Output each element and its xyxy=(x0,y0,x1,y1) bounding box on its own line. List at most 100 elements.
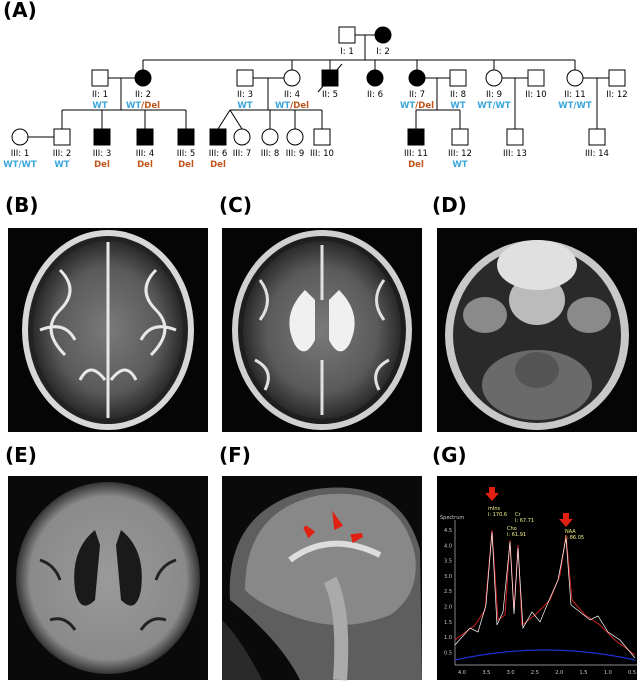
y-label: 3.0 xyxy=(444,574,452,580)
pedigree-label: I: 1 xyxy=(340,47,353,57)
pedigree-female xyxy=(366,69,384,87)
pedigree-male xyxy=(588,128,606,146)
pedigree-label: I: 2 xyxy=(376,47,389,57)
pedigree-female xyxy=(374,26,392,44)
pedigree-label: III: 1 xyxy=(11,149,30,159)
genotype-part: WT xyxy=(275,101,290,111)
spectrum-title: Spectrum xyxy=(440,515,464,521)
pedigree-label: III: 5 xyxy=(177,149,196,159)
genotype: Del xyxy=(408,160,424,170)
x-label: 3.5 xyxy=(482,670,490,676)
peak-name: NAA xyxy=(565,529,576,535)
peak-value: I: 61.91 xyxy=(507,532,526,538)
pedigree-female xyxy=(286,128,304,146)
pedigree-label: II: 7 xyxy=(409,90,425,100)
pedigree-label: II: 11 xyxy=(564,90,585,100)
genotype: WT xyxy=(452,160,467,170)
pedigree-line xyxy=(229,109,243,130)
genotype: WT xyxy=(237,101,252,111)
pedigree-label: II: 6 xyxy=(367,90,383,100)
pedigree-label: II: 4 xyxy=(284,90,300,100)
pedigree-male xyxy=(407,128,425,146)
pedigree-label: III: 4 xyxy=(136,149,155,159)
genotype-part: Del xyxy=(408,160,424,170)
pedigree-label: III: 8 xyxy=(261,149,280,159)
genotype: Del xyxy=(94,160,110,170)
y-label: 0.5 xyxy=(444,650,452,656)
genotype-part: WT xyxy=(400,101,415,111)
pedigree-male xyxy=(93,128,111,146)
pedigree-label: III: 7 xyxy=(233,149,252,159)
genotype: Del xyxy=(178,160,194,170)
pedigree-label: II: 10 xyxy=(525,90,546,100)
genotype-part: WT/WT xyxy=(477,101,511,111)
mri-e xyxy=(8,476,208,680)
pedigree-female xyxy=(485,69,503,87)
pedigree-label: III: 6 xyxy=(209,149,228,159)
pedigree-label: III: 9 xyxy=(286,149,305,159)
pedigree-line xyxy=(217,109,231,130)
pedigree-label: II: 8 xyxy=(450,90,466,100)
pedigree-label: II: 3 xyxy=(237,90,253,100)
peak-value: I: 67.71 xyxy=(515,518,534,524)
genotype: WT/Del xyxy=(275,101,309,111)
y-label: 3.5 xyxy=(444,559,452,565)
pedigree-male xyxy=(177,128,195,146)
genotype-part: WT xyxy=(450,101,465,111)
x-label: 2.5 xyxy=(531,670,539,676)
pedigree-male xyxy=(53,128,71,146)
panel-label: (C) xyxy=(219,193,252,217)
mri-b xyxy=(8,228,208,432)
pedigree-male xyxy=(527,69,545,87)
pedigree-label: III: 3 xyxy=(93,149,112,159)
genotype: WT xyxy=(92,101,107,111)
peak-name: Cho xyxy=(507,526,517,532)
pedigree-female xyxy=(566,69,584,87)
pedigree-male xyxy=(313,128,331,146)
pedigree-label: III: 12 xyxy=(448,149,472,159)
pedigree-label: III: 13 xyxy=(503,149,527,159)
genotype: WT xyxy=(54,160,69,170)
pedigree-label: III: 10 xyxy=(310,149,334,159)
pedigree-label: II: 12 xyxy=(606,90,627,100)
genotype-part: Del xyxy=(137,160,153,170)
pedigree-female xyxy=(408,69,426,87)
panel-label: (E) xyxy=(5,443,37,467)
genotype: Del xyxy=(210,160,226,170)
pedigree-female xyxy=(233,128,251,146)
genotype-part: WT/WT xyxy=(558,101,592,111)
panel-label: (A) xyxy=(3,0,37,22)
genotype-part: Del xyxy=(210,160,226,170)
genotype: WT/WT xyxy=(558,101,592,111)
pedigree-male xyxy=(91,69,109,87)
pedigree-male xyxy=(449,69,467,87)
genotype-part: WT xyxy=(54,160,69,170)
baseline xyxy=(454,649,636,661)
pedigree-label: III: 14 xyxy=(585,149,609,159)
arrow xyxy=(485,487,573,527)
peak-name: mIns xyxy=(488,506,501,512)
x-label: 3.0 xyxy=(507,670,515,676)
pedigree-male xyxy=(608,69,626,87)
genotype: WT/Del xyxy=(400,101,434,111)
pedigree-female xyxy=(11,128,29,146)
panel-label: (F) xyxy=(219,443,251,467)
pedigree-male xyxy=(321,69,339,87)
pedigree-label: II: 5 xyxy=(322,90,338,100)
mri-f xyxy=(222,476,422,681)
x-label: 1.0 xyxy=(604,670,612,676)
pedigree-female xyxy=(134,69,152,87)
pedigree-male xyxy=(451,128,469,146)
genotype-part: Del xyxy=(178,160,194,170)
pedigree-label: III: 11 xyxy=(404,149,428,159)
panel-label: (G) xyxy=(432,443,467,467)
genotype-part: WT xyxy=(92,101,107,111)
pedigree-male xyxy=(236,69,254,87)
x-label: 4.0 xyxy=(458,670,466,676)
pedigree-male xyxy=(506,128,524,146)
peak-value: I: 170.6 xyxy=(488,512,507,518)
genotype: WT/WT xyxy=(477,101,511,111)
genotype: WT xyxy=(450,101,465,111)
pedigree-label: II: 1 xyxy=(92,90,108,100)
pedigree-label: II: 9 xyxy=(486,90,502,100)
